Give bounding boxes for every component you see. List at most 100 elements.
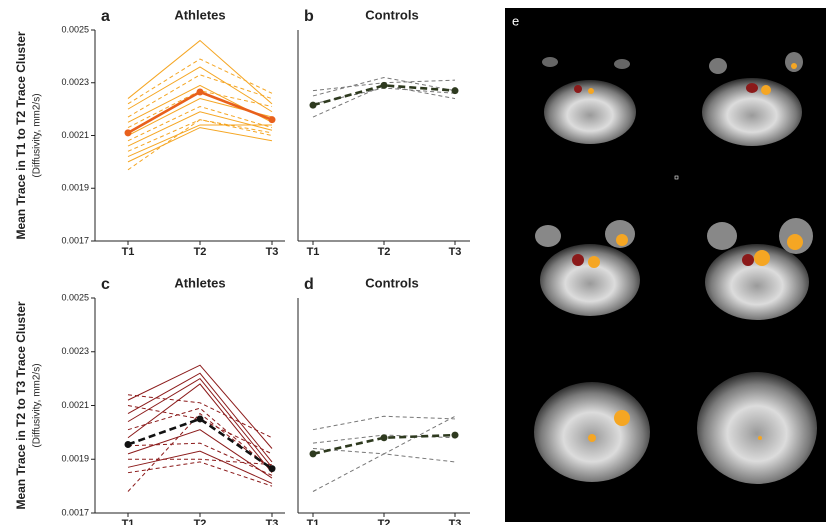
mean-point [309, 101, 317, 109]
subject-line [127, 119, 273, 171]
mean-point [380, 434, 388, 442]
subject-line [127, 364, 273, 449]
subject-line [127, 429, 273, 479]
x-tick-label: T1 [307, 246, 320, 258]
subject-line [127, 58, 273, 105]
activation [791, 63, 797, 69]
panel-title: Controls [365, 7, 418, 22]
brain-slice [534, 382, 650, 482]
subject-line [127, 66, 273, 113]
y-tick-label: 0.0025 [61, 292, 89, 302]
subject-line [312, 76, 456, 97]
brain-fragment [785, 52, 803, 72]
y-tick-label: 0.0019 [61, 454, 89, 464]
activation [758, 436, 762, 440]
panel-label: b [304, 8, 314, 25]
y-axis-title: Mean Trace in T2 to T3 Trace Cluster [14, 301, 28, 509]
panel-title: Controls [365, 275, 418, 290]
subject-line [127, 377, 273, 468]
mean-point [196, 88, 204, 96]
panel-label: d [304, 276, 314, 293]
mean-point [196, 415, 204, 423]
activation [787, 234, 803, 250]
mean-point [268, 116, 276, 124]
x-tick-label: T3 [266, 246, 279, 258]
subject-line [127, 383, 273, 474]
activation [588, 434, 596, 442]
y-tick-label: 0.0023 [61, 346, 89, 356]
subject-line [127, 39, 273, 105]
subject-line [127, 124, 272, 158]
x-tick-label: T1 [122, 518, 135, 525]
subject-line [127, 412, 273, 492]
activation [588, 88, 594, 94]
brain-fragment [535, 225, 561, 247]
mean-point [309, 450, 317, 458]
subject-line [127, 461, 273, 487]
subject-line [127, 105, 273, 142]
activation [746, 83, 758, 93]
mean-point [380, 81, 388, 89]
brain-slice [540, 244, 640, 316]
mean-point [451, 87, 459, 95]
activation [572, 254, 584, 266]
mean-point [124, 440, 132, 448]
brain-slice [544, 80, 636, 144]
mean-point [268, 465, 276, 473]
subject-line [127, 127, 273, 163]
x-tick-label: T1 [307, 518, 320, 525]
x-tick-label: T2 [194, 518, 207, 525]
y-tick-label: 0.0019 [61, 183, 89, 193]
x-tick-label: T1 [122, 246, 135, 258]
y-axis-subtitle: (Diffusivity, mm2/s) [32, 363, 43, 447]
activation [754, 250, 770, 266]
subject-line [127, 394, 273, 439]
x-tick-label: T3 [449, 518, 462, 525]
x-tick-label: T2 [378, 518, 391, 525]
brain-slice [705, 244, 809, 320]
panel-label: c [101, 276, 110, 293]
brain-fragment [614, 59, 630, 69]
subject-line [127, 111, 273, 147]
mean-point [451, 431, 459, 439]
subject-line [128, 458, 273, 466]
activation [588, 256, 600, 268]
x-tick-label: T3 [449, 246, 462, 258]
y-tick-label: 0.0025 [61, 24, 89, 34]
image-panel: e [505, 8, 826, 522]
y-axis-subtitle: (Diffusivity, mm2/s) [32, 93, 43, 177]
panel-label: e [512, 13, 519, 28]
y-tick-label: 0.0021 [61, 400, 89, 410]
mean-line [312, 84, 456, 107]
activation [616, 234, 628, 246]
subject-line [127, 372, 273, 463]
x-tick-label: T3 [266, 518, 279, 525]
subject-line [127, 442, 273, 476]
brain-fragment [542, 57, 558, 67]
subject-line [312, 453, 456, 492]
panel-title: Athletes [174, 275, 225, 290]
subject-line [312, 415, 456, 431]
activation [614, 410, 630, 426]
subject-line [127, 74, 273, 118]
y-tick-label: 0.0017 [61, 235, 89, 245]
brain-slice [702, 78, 802, 146]
brain-slice [697, 372, 817, 484]
mean-line [127, 417, 273, 470]
y-tick-label: 0.0021 [61, 130, 89, 140]
subject-line [127, 450, 273, 484]
marker-square [674, 175, 679, 180]
panel-label: a [101, 8, 110, 25]
panel-title: Athletes [174, 7, 225, 22]
y-tick-label: 0.0023 [61, 77, 89, 87]
x-tick-label: T2 [378, 246, 391, 258]
activation [574, 85, 582, 93]
x-tick-label: T2 [194, 246, 207, 258]
y-axis-title: Mean Trace in T1 to T2 Trace Cluster [14, 31, 28, 239]
activation [761, 85, 771, 95]
brain-fragment [707, 222, 737, 250]
y-tick-label: 0.0017 [61, 507, 89, 517]
mean-point [124, 129, 132, 137]
